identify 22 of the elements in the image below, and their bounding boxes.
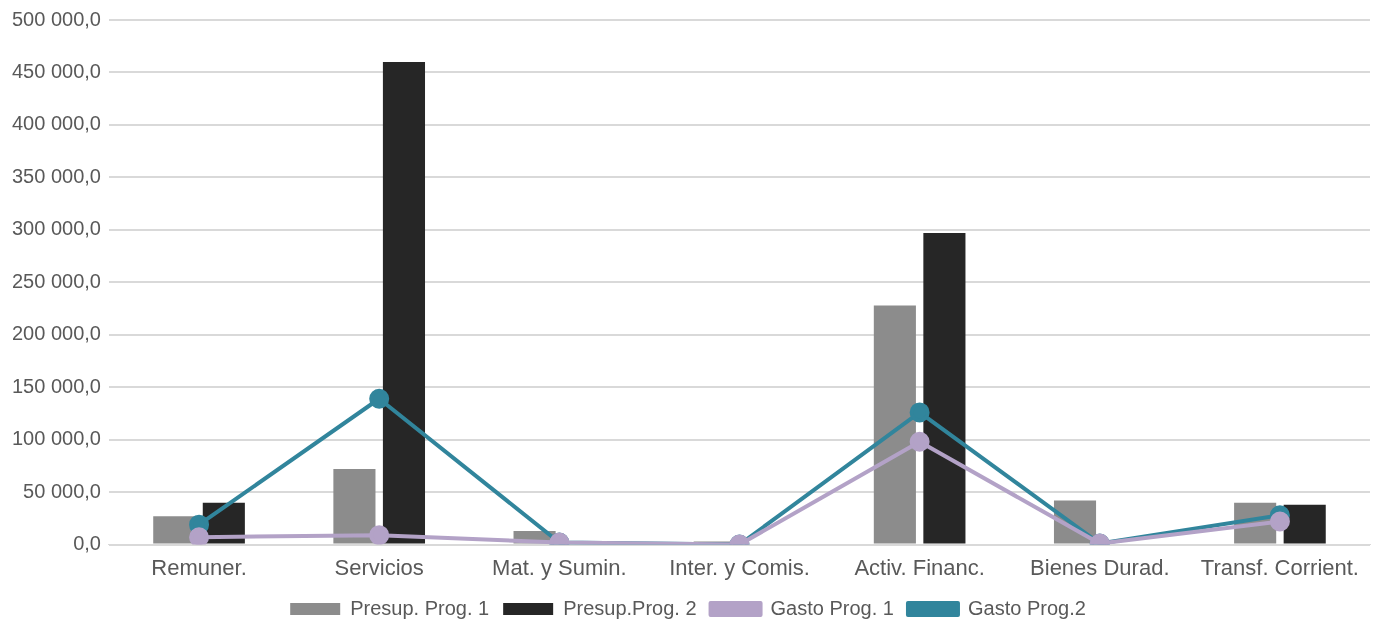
- legend-label: Gasto Prog. 1: [770, 596, 894, 619]
- y-tick-label: 150 000,0: [11, 374, 101, 397]
- x-tick-label: Inter. y Comis.: [669, 554, 810, 580]
- x-tick-label: Mat. y Sumin.: [492, 554, 627, 580]
- y-tick-label: 400 000,0: [11, 112, 101, 135]
- y-tick-label: 250 000,0: [11, 269, 101, 292]
- x-tick-label: Bienes Durad.: [1030, 554, 1170, 580]
- y-tick-label: 0,0: [73, 532, 101, 555]
- y-tick-label: 50 000,0: [23, 479, 101, 502]
- x-tick-label: Servicios: [334, 554, 424, 580]
- y-tick-label: 100 000,0: [11, 427, 101, 450]
- x-tick-label: Transf. Corrient.: [1200, 554, 1359, 580]
- y-tick-label: 350 000,0: [11, 164, 101, 187]
- legend-label: Presup. Prog. 1: [350, 596, 490, 619]
- y-tick-label: 300 000,0: [11, 217, 101, 240]
- x-tick-label: Activ. Financ.: [854, 554, 985, 580]
- y-tick-label: 450 000,0: [11, 59, 101, 82]
- legend-label: Presup.Prog. 2: [563, 596, 697, 619]
- y-tick-label: 500 000,0: [11, 7, 101, 30]
- x-tick-label: Remuner.: [151, 554, 247, 580]
- legend-label: Gasto Prog.2: [967, 596, 1086, 619]
- y-tick-label: 200 000,0: [11, 322, 101, 345]
